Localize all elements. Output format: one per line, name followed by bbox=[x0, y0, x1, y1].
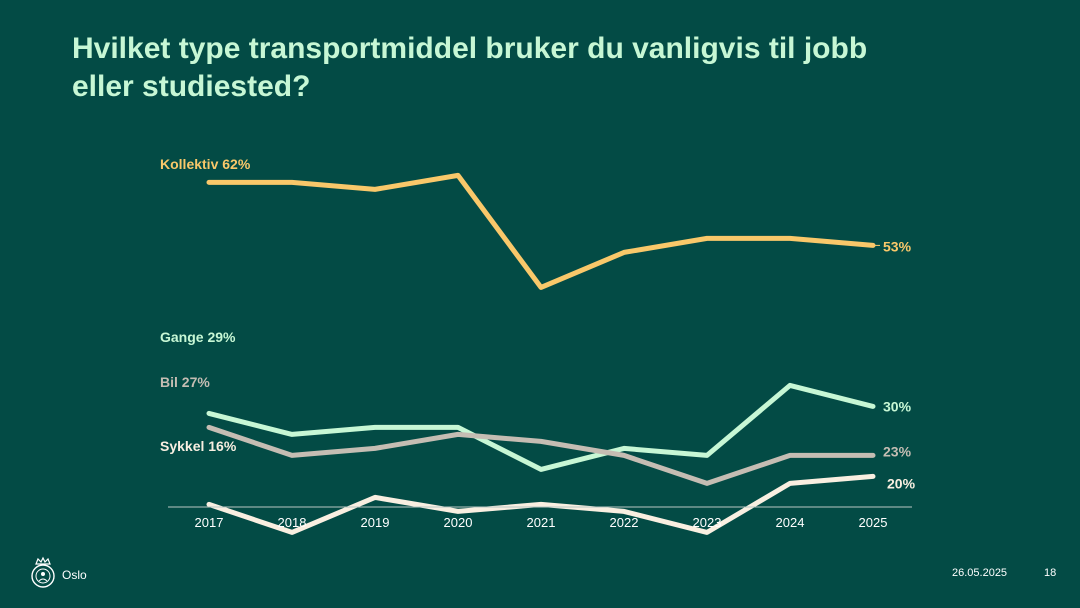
start-label-sykkel: Sykkel 16% bbox=[160, 438, 237, 454]
x-tick-label: 2022 bbox=[610, 515, 639, 530]
series-line-gange bbox=[206, 382, 876, 472]
series-labels: Kollektiv 62% 53% Gange 29% 30% Bil 27% 23% Sy… bbox=[160, 156, 916, 491]
end-label-gange: 30% bbox=[883, 398, 912, 414]
start-label-kollektiv: Kollektiv 62% bbox=[160, 156, 251, 172]
x-tick-label: 2020 bbox=[444, 515, 473, 530]
start-label-bil: Bil 27% bbox=[160, 374, 210, 390]
series-line-bil bbox=[206, 424, 876, 486]
end-label-sykkel: 20% bbox=[887, 475, 916, 491]
brand-name: Oslo bbox=[62, 568, 87, 582]
slide-date: 26.05.2025 bbox=[952, 567, 1008, 579]
end-label-bil: 23% bbox=[883, 443, 912, 459]
oslo-seal-icon bbox=[31, 556, 55, 588]
end-label-kollektiv: 53% bbox=[883, 238, 912, 254]
x-tick-label: 2017 bbox=[195, 515, 224, 530]
x-tick-label: 2019 bbox=[361, 515, 390, 530]
start-label-gange: Gange 29% bbox=[160, 329, 236, 345]
x-tick-label: 2024 bbox=[776, 515, 805, 530]
x-tick-label: 2025 bbox=[859, 515, 888, 530]
page-number: 18 bbox=[1044, 567, 1057, 579]
x-tick-label: 2023 bbox=[693, 515, 722, 530]
series-line-sykkel bbox=[206, 473, 876, 535]
series-lines bbox=[206, 172, 876, 535]
chart-title: Hvilket type transportmiddel bruker du v… bbox=[72, 32, 868, 103]
x-tick-label: 2021 bbox=[527, 515, 556, 530]
series-line-kollektiv bbox=[206, 172, 876, 290]
x-tick-label: 2018 bbox=[278, 515, 307, 530]
x-tick-labels: 2017 2018 2019 2020 2021 2022 2023 2024 2025 bbox=[195, 515, 888, 530]
